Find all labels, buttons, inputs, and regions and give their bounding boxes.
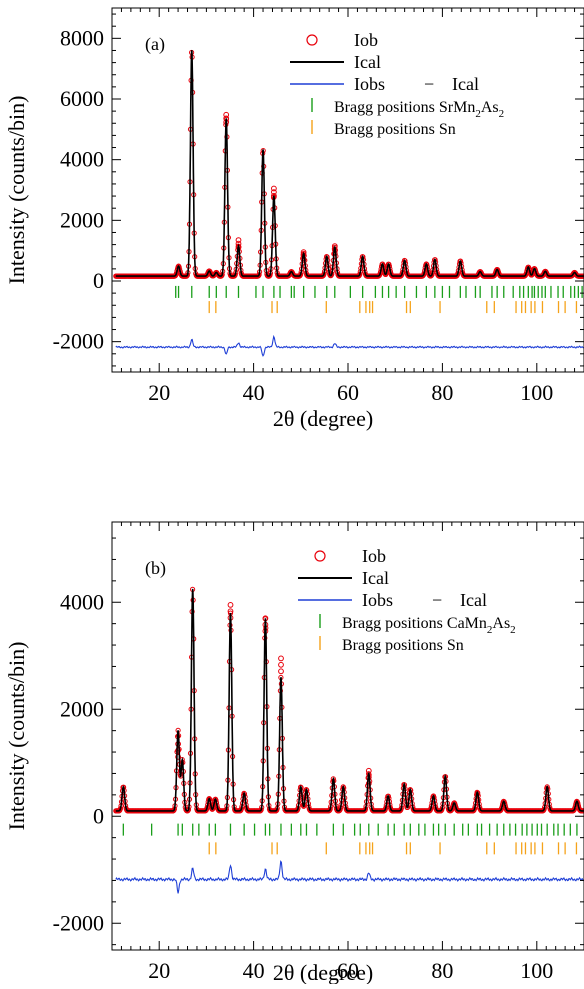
legend-label: Ical	[354, 52, 381, 72]
x-axis: 20 40 60 80 100	[112, 8, 584, 405]
y-axis-label: Intensity (counts/bin)	[4, 96, 29, 285]
difference-line	[116, 861, 584, 893]
y-tick-label: 2000	[60, 696, 104, 721]
x-tick-label: 20	[148, 958, 170, 983]
y-tick-label: 6000	[60, 86, 104, 111]
panel-label: (a)	[145, 34, 165, 55]
legend-label-part: Ical	[460, 590, 487, 610]
legend-label-mid: As	[481, 99, 499, 116]
bragg-ticks-phase2	[209, 301, 576, 313]
legend-label-sub: 2	[499, 108, 505, 120]
panel-label: (b)	[145, 558, 166, 579]
x-tick-label: 60	[337, 380, 359, 405]
bragg-ticks-phase2	[209, 842, 576, 854]
x-tick-label: 80	[431, 958, 453, 983]
x-tick-label: 40	[243, 958, 265, 983]
y-tick-label: 4000	[60, 147, 104, 172]
y-axis: -2000 0 2000 4000 6000 8000	[53, 14, 584, 366]
legend-label: Ical	[362, 568, 389, 588]
plot-frame	[112, 8, 584, 372]
observed-series	[114, 50, 584, 278]
y-axis: -2000 0 2000 4000	[53, 538, 584, 945]
y-tick-label: 2000	[60, 207, 104, 232]
bragg-ticks-phase1	[176, 286, 582, 298]
x-tick-label: 100	[520, 380, 553, 405]
legend-label-main: Bragg positions CaMn	[342, 615, 487, 632]
observed-point	[279, 656, 284, 661]
y-tick-label: -2000	[53, 910, 104, 935]
plot-area	[114, 50, 584, 356]
y-tick-label: 8000	[60, 25, 104, 50]
legend-label-mid: As	[492, 615, 510, 632]
legend-marker-circle	[315, 551, 325, 561]
y-tick-label: 4000	[60, 589, 104, 614]
panel-a: 20 40 60 80 100 -2000 0 2000 4000 6000 8000 2θ (deg…	[4, 8, 584, 431]
observed-point	[279, 662, 284, 667]
legend-label: Bragg positions SrMn2As2	[334, 99, 504, 120]
x-tick-label: 100	[520, 958, 553, 983]
x-axis-label: 2θ (degree)	[273, 406, 373, 431]
observed-point	[279, 669, 284, 674]
legend-label-part: Iobs	[362, 590, 393, 610]
plot-frame	[112, 522, 584, 950]
legend-label-main: Bragg positions SrMn	[334, 99, 475, 116]
bragg-ticks-phase1	[123, 824, 577, 836]
y-axis-label: Intensity (counts/bin)	[4, 642, 29, 831]
legend-label-part: Ical	[452, 74, 479, 94]
legend-label-part: −	[432, 590, 442, 610]
y-tick-label: 0	[93, 803, 104, 828]
legend-label: Bragg positions CaMn2As2	[342, 615, 516, 636]
legend-label: Bragg positions Sn	[334, 121, 456, 138]
calculated-line	[116, 50, 584, 276]
legend-label-sub: 2	[510, 624, 516, 636]
legend-label: Bragg positions Sn	[342, 637, 464, 654]
y-tick-label: -2000	[53, 329, 104, 354]
legend-label-part: Iobs	[354, 74, 385, 94]
legend-label-part: −	[424, 74, 434, 94]
difference-line	[116, 337, 584, 356]
x-tick-label: 80	[431, 380, 453, 405]
x-tick-label: 20	[148, 380, 170, 405]
legend-marker-circle	[307, 35, 317, 45]
x-axis-label: 2θ (degree)	[273, 960, 373, 984]
x-tick-label: 40	[243, 380, 265, 405]
y-tick-label: 0	[93, 268, 104, 293]
legend-label: Iob	[354, 30, 378, 50]
legend-label: Iob	[362, 546, 386, 566]
observed-point	[228, 603, 233, 608]
